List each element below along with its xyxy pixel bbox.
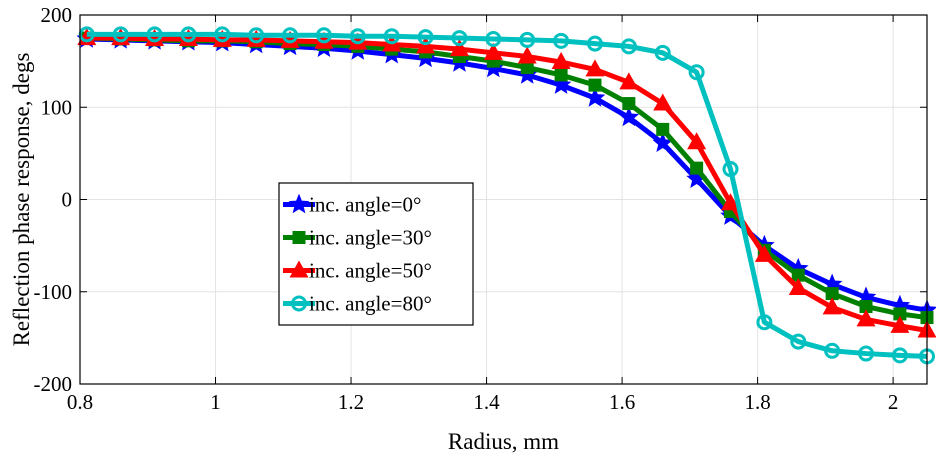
data-point <box>77 28 97 46</box>
data-point <box>212 29 232 47</box>
data-point <box>550 74 572 94</box>
data-point <box>383 28 400 45</box>
data-point <box>893 307 907 321</box>
legend-marker <box>292 231 306 244</box>
data-point <box>451 30 468 47</box>
y-axis-title: Reflection phase response, degs <box>9 53 34 347</box>
data-point <box>822 297 842 315</box>
legend-item-2: inc. angle=50° <box>283 259 432 283</box>
data-point <box>690 161 704 175</box>
legend-item-1: inc. angle=30° <box>283 226 432 250</box>
legend-label: inc. angle=30° <box>309 226 432 250</box>
data-point <box>349 28 366 45</box>
data-point <box>282 27 299 44</box>
x-axis-title: Radius, mm <box>448 429 559 454</box>
x-tick-label: 1.8 <box>744 390 770 414</box>
data-point <box>619 72 639 90</box>
data-point <box>178 28 198 46</box>
data-point <box>891 347 908 364</box>
y-tick-label: -200 <box>34 372 73 396</box>
series-2 <box>77 28 936 338</box>
legend-marker <box>288 193 310 214</box>
data-point <box>145 28 165 46</box>
legend-item-0: inc. angle=0° <box>283 193 421 217</box>
plot-series <box>76 26 936 365</box>
data-point <box>858 345 875 362</box>
data-point <box>620 38 637 55</box>
series-line <box>86 31 928 359</box>
y-tick-label: 100 <box>41 95 73 119</box>
data-point <box>825 287 839 301</box>
data-point <box>618 106 640 127</box>
data-point <box>859 300 873 314</box>
legend-label: inc. angle=80° <box>309 292 432 316</box>
data-point <box>520 61 534 75</box>
series-1 <box>80 31 934 325</box>
data-point <box>246 29 266 47</box>
data-point <box>656 122 670 136</box>
data-point <box>788 278 808 296</box>
x-tick-label: 1.6 <box>609 390 635 414</box>
data-point <box>280 30 300 48</box>
data-point <box>588 78 602 92</box>
data-point <box>551 52 571 70</box>
data-point <box>214 26 231 43</box>
data-point <box>314 31 334 49</box>
data-point <box>554 68 568 82</box>
data-point <box>890 315 910 333</box>
data-point <box>483 42 503 60</box>
x-tick-label: 1.2 <box>338 390 364 414</box>
data-point <box>754 244 774 262</box>
data-point <box>687 132 707 150</box>
legend-label: inc. angle=0° <box>309 193 421 217</box>
data-point <box>791 268 805 282</box>
x-tick-label: 1.4 <box>473 390 500 414</box>
legend: inc. angle=0° inc. angle=30° inc. angle=50… <box>278 182 474 326</box>
data-point <box>315 27 332 44</box>
y-tick-label: 200 <box>41 3 73 27</box>
data-point <box>653 93 673 111</box>
data-point <box>180 26 197 43</box>
axis-ticks: 0.8 1 1.2 1.4 1.6 1.8 2 -200 -100 0 100 200 <box>34 3 927 414</box>
data-point <box>622 97 636 111</box>
legend-marker <box>291 295 307 312</box>
x-tick-label: 2 <box>888 390 899 414</box>
series-3 <box>78 26 935 365</box>
data-point <box>720 193 740 211</box>
y-tick-label: -100 <box>34 280 73 304</box>
data-point <box>856 309 876 327</box>
data-point <box>584 87 606 107</box>
data-point <box>654 44 671 61</box>
series-0 <box>76 28 936 319</box>
data-point <box>517 46 537 64</box>
data-point <box>348 32 368 50</box>
data-point <box>417 29 434 46</box>
data-point <box>248 27 265 44</box>
legend-item-3: inc. angle=80° <box>283 292 432 316</box>
x-tick-label: 1 <box>210 390 221 414</box>
x-tick-label: 0.8 <box>67 390 93 414</box>
data-point <box>585 59 605 77</box>
legend-marker <box>289 260 309 278</box>
data-point <box>553 32 570 49</box>
data-point <box>586 35 603 52</box>
data-point <box>146 26 163 43</box>
data-point <box>485 30 502 47</box>
data-point <box>756 314 773 331</box>
data-point <box>824 342 841 359</box>
data-point <box>449 39 469 57</box>
data-point <box>519 31 536 48</box>
data-point <box>722 161 739 178</box>
data-point <box>790 333 807 350</box>
legend-label: inc. angle=50° <box>309 259 432 283</box>
data-point <box>112 26 129 43</box>
data-point <box>688 64 705 81</box>
y-tick-label: 0 <box>62 188 73 212</box>
